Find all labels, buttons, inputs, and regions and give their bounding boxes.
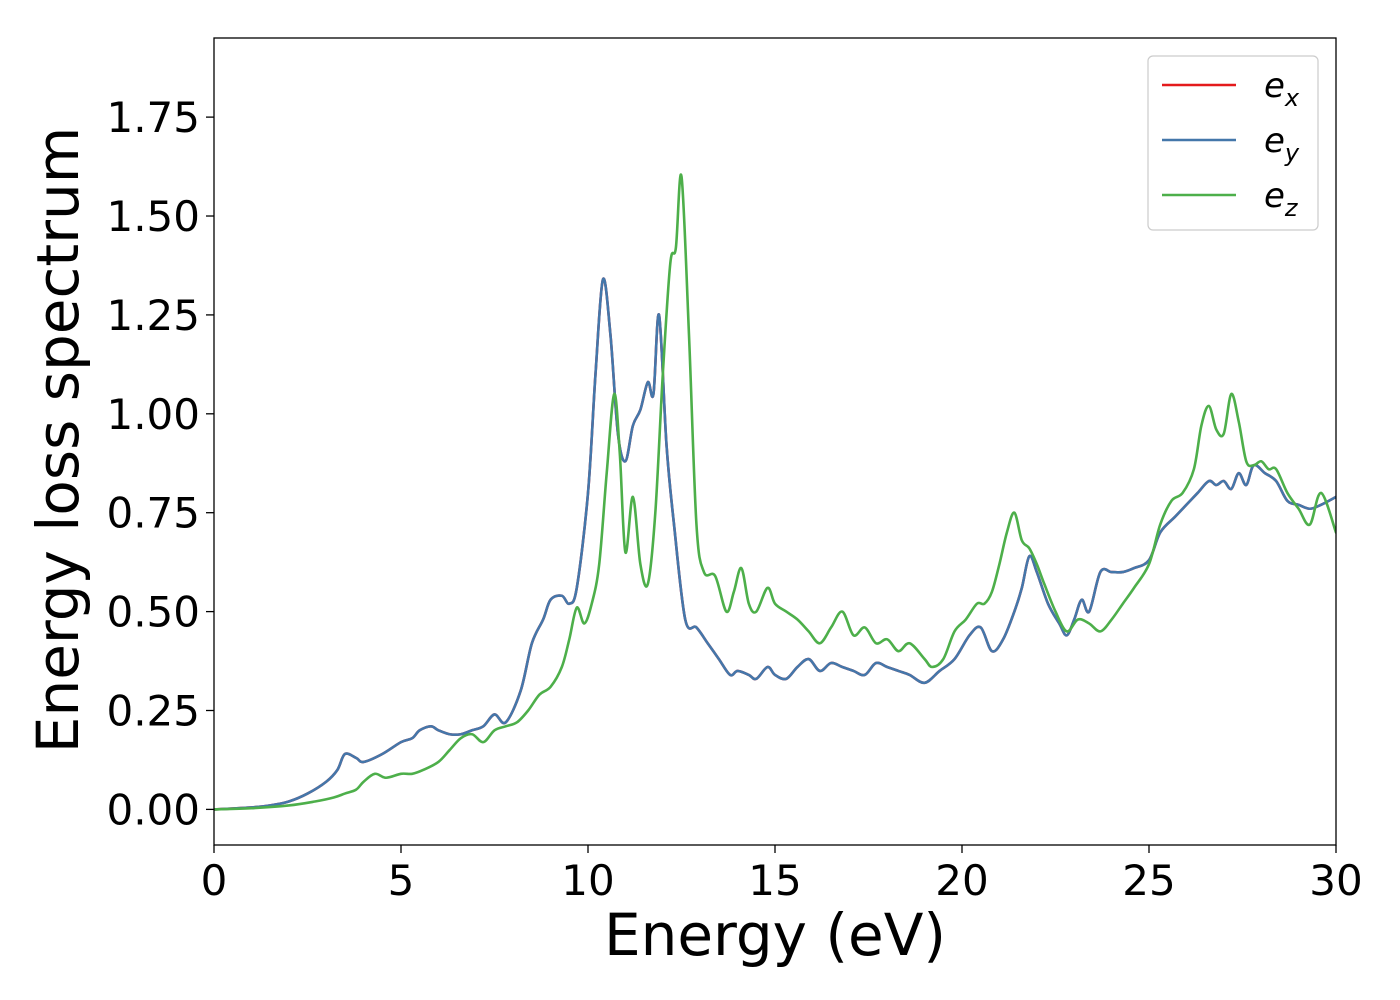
legend-label-ey: ey — [1264, 121, 1300, 167]
x-tick-label: 25 — [1122, 856, 1175, 905]
legend-box — [1147, 55, 1319, 231]
legend-label-ez: ez — [1264, 176, 1299, 222]
x-tick-label: 5 — [388, 856, 415, 905]
x-tick-label: 10 — [561, 856, 614, 905]
y-tick-label: 0.50 — [106, 588, 200, 637]
x-axis-label: Energy (eV) — [604, 901, 946, 969]
y-tick-label: 1.00 — [106, 390, 200, 439]
legend-label-ex: ex — [1264, 66, 1300, 112]
x-axis-ticks: 0 5 10 15 20 25 30 — [201, 845, 1363, 905]
y-axis-ticks: 0.00 0.25 0.50 0.75 1.00 1.25 1.50 1.75 — [106, 93, 214, 834]
y-tick-label: 0.75 — [106, 489, 200, 538]
x-tick-label: 20 — [935, 856, 988, 905]
x-tick-label: 30 — [1309, 856, 1362, 905]
series-layer — [214, 173, 1336, 811]
series-line-ex — [214, 277, 1336, 811]
series-line-ey — [214, 277, 1336, 811]
y-tick-label: 1.50 — [106, 192, 200, 241]
y-tick-label: 0.25 — [106, 687, 200, 736]
legend: ex ey ez — [1147, 55, 1319, 231]
y-tick-label: 1.75 — [106, 93, 200, 142]
y-tick-label: 0.00 — [106, 785, 200, 834]
x-tick-label: 15 — [748, 856, 801, 905]
x-tick-label: 0 — [201, 856, 228, 905]
y-axis-label: Energy loss spectrum — [24, 127, 92, 753]
series-line-ez — [214, 173, 1336, 811]
y-tick-label: 1.25 — [106, 291, 200, 340]
